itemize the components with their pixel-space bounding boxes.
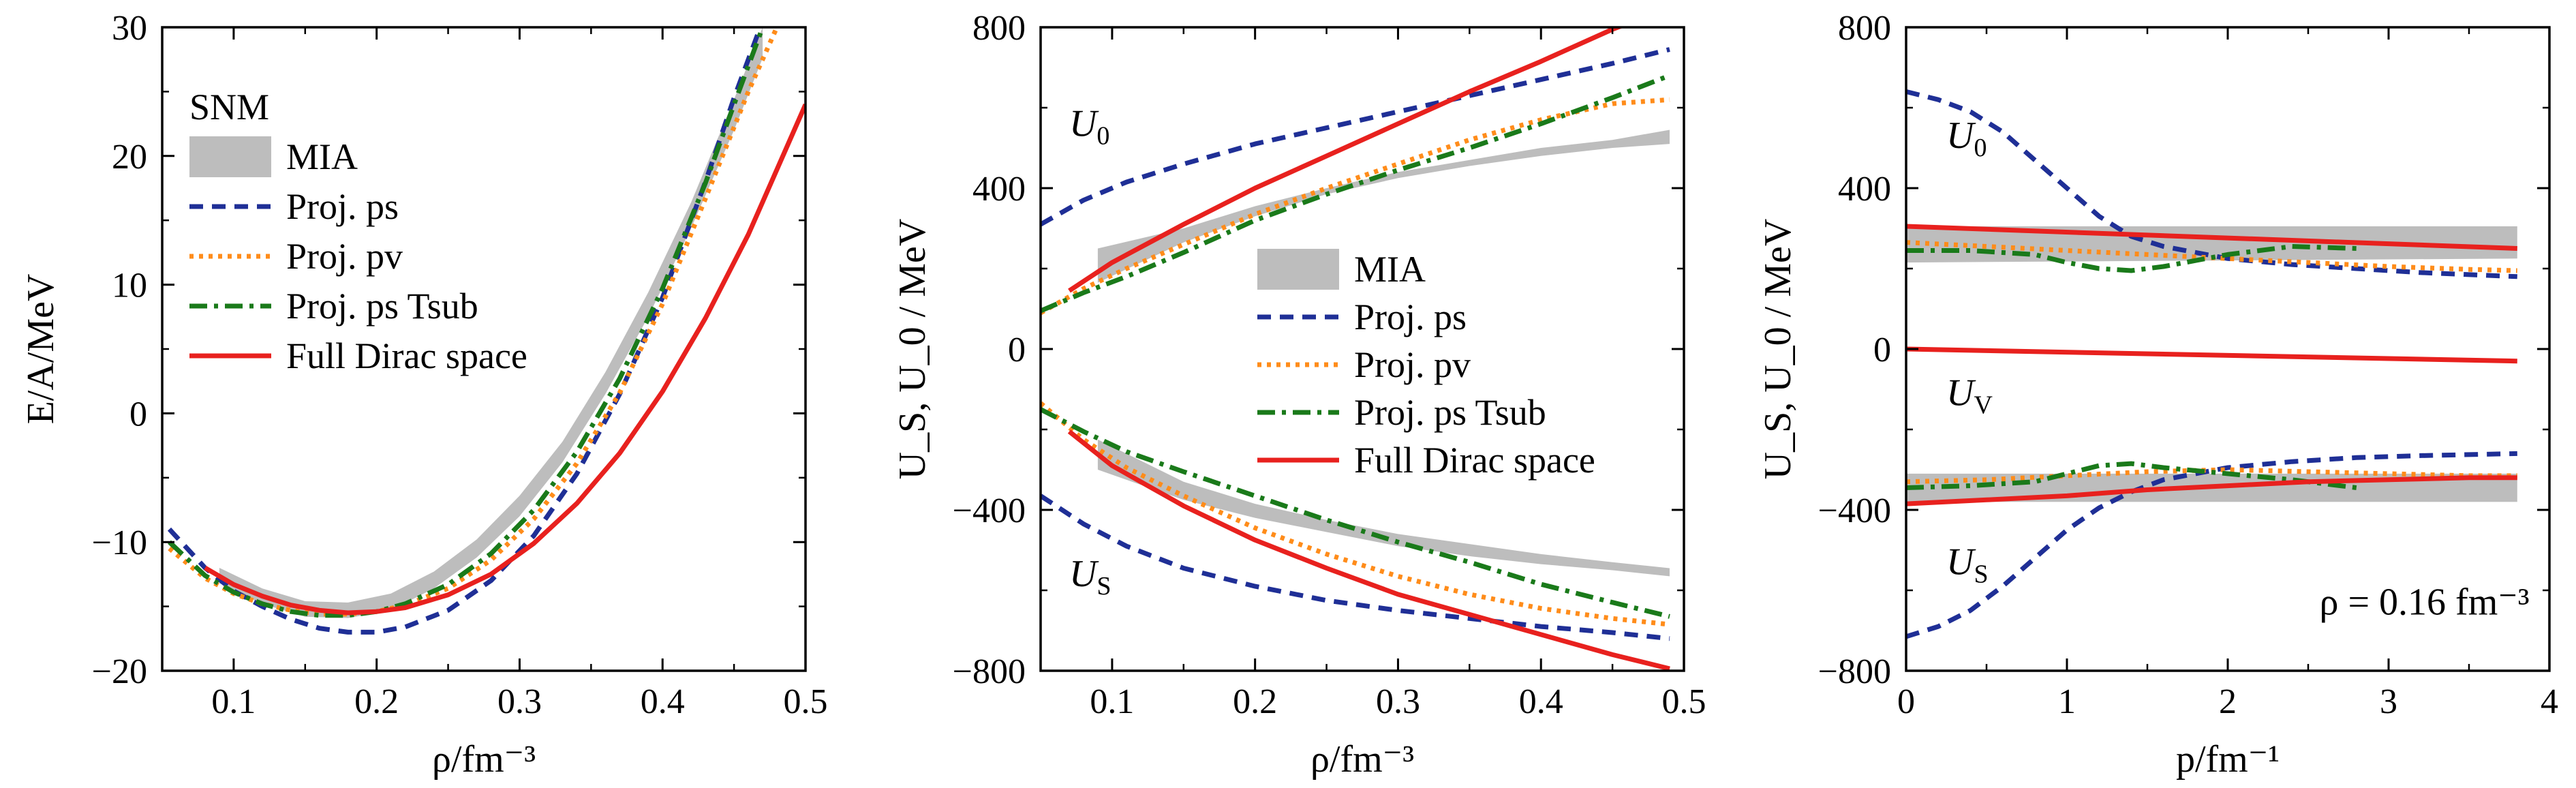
x-tick-label: 0 bbox=[1897, 682, 1915, 721]
plot-area bbox=[1041, 27, 1671, 671]
y-tick-label: −400 bbox=[1818, 491, 1891, 530]
series-proj-pv-line bbox=[1041, 401, 1670, 627]
y-tick-label: −10 bbox=[92, 524, 147, 562]
series-full-dirac-space-line bbox=[1068, 27, 1625, 293]
plot-area bbox=[167, 27, 806, 635]
y-tick-label: 800 bbox=[1838, 9, 1891, 48]
series-full-dirac-space-line bbox=[1906, 475, 2517, 506]
x-tick-label: 0.3 bbox=[497, 682, 542, 721]
panel-p2: 0.1 0.2 0.3 0.4 0.5 −800 −400 0 400 800 ρ/fm⁻³ U_S,… bbox=[891, 9, 1706, 781]
x-tick-label: 1 bbox=[2058, 682, 2076, 721]
legend-label: Proj. pv bbox=[286, 236, 403, 277]
legend-label: Proj. ps Tsub bbox=[1354, 392, 1546, 433]
series-full-dirac-space-line bbox=[1906, 224, 2517, 251]
annotation: US bbox=[1946, 541, 1989, 588]
y-tick-label: −20 bbox=[92, 652, 147, 691]
legend-label: MIA bbox=[286, 136, 358, 177]
series-proj-pv-line bbox=[1906, 467, 2517, 485]
series-full-dirac-space-line bbox=[1906, 346, 2517, 364]
legend: SNM MIA Proj. ps Proj. pv Proj. ps Tsub Full … bbox=[189, 87, 527, 376]
panel-p3: 0 1 2 3 4 −800 −400 0 400 800 p/fm⁻¹ U_S, U_0 / MeV… bbox=[1757, 9, 2558, 781]
y-tick-label: 30 bbox=[112, 9, 147, 48]
y-tick-label: −800 bbox=[1818, 652, 1891, 691]
legend-swatch-mia bbox=[1257, 249, 1339, 290]
x-tick-label: 0.5 bbox=[1662, 682, 1706, 721]
band-mia bbox=[1097, 439, 1670, 577]
annotation: ρ = 0.16 fm⁻³ bbox=[2320, 581, 2530, 623]
series-proj-pv-line bbox=[168, 27, 780, 617]
annotation: U0 bbox=[1069, 102, 1109, 150]
y-tick-label: 20 bbox=[112, 138, 147, 177]
x-tick-label: 0.2 bbox=[354, 682, 399, 721]
series-proj-ps-tsub-line bbox=[1041, 73, 1671, 314]
series-proj-ps-tsub-line bbox=[168, 27, 765, 618]
x-tick-label: 0.4 bbox=[641, 682, 685, 721]
y-tick-label: 400 bbox=[972, 170, 1026, 209]
x-tick-label: 3 bbox=[2380, 682, 2397, 721]
y-axis-label: U_S, U_0 / MeV bbox=[891, 219, 934, 480]
series-proj-pv-line bbox=[1906, 240, 2517, 273]
series-proj-ps-tsub-line bbox=[1041, 407, 1670, 619]
y-tick-label: −400 bbox=[953, 491, 1026, 530]
legend-label: Proj. ps Tsub bbox=[286, 286, 478, 327]
annotation: US bbox=[1069, 553, 1111, 601]
y-tick-label: 10 bbox=[112, 267, 147, 305]
y-tick-label: 400 bbox=[1838, 170, 1891, 209]
y-axis-label: U_S, U_0 / MeV bbox=[1757, 219, 1799, 480]
panel-p1: 0.1 0.2 0.3 0.4 0.5 −20 −10 0 10 20 30 ρ/fm⁻³ E/A/Me… bbox=[20, 9, 828, 781]
x-tick-label: 0.2 bbox=[1233, 682, 1277, 721]
x-tick-label: 2 bbox=[2219, 682, 2237, 721]
band-mia bbox=[1097, 130, 1670, 283]
legend-label: MIA bbox=[1354, 249, 1426, 290]
legend-title: SNM bbox=[189, 87, 269, 127]
x-tick-label: 4 bbox=[2541, 682, 2558, 721]
x-axis-label: ρ/fm⁻³ bbox=[1310, 738, 1414, 781]
y-tick-label: 0 bbox=[129, 395, 147, 434]
x-axis-label: ρ/fm⁻³ bbox=[432, 738, 536, 781]
series-full-dirac-space-line bbox=[204, 103, 806, 616]
x-axis-label: p/fm⁻¹ bbox=[2176, 738, 2280, 781]
y-tick-label: −800 bbox=[953, 652, 1026, 691]
band-mia bbox=[1906, 226, 2517, 263]
y-tick-label: 800 bbox=[972, 9, 1026, 48]
series-proj-ps-tsub-line bbox=[1906, 244, 2357, 273]
plot-area bbox=[1906, 89, 2517, 639]
y-tick-label: 0 bbox=[1873, 331, 1891, 369]
annotation: UV bbox=[1946, 372, 1993, 420]
y-tick-label: 0 bbox=[1008, 331, 1026, 369]
legend-label: Proj. pv bbox=[1354, 344, 1471, 385]
legend: MIA Proj. ps Proj. pv Proj. ps Tsub Full Dir… bbox=[1257, 249, 1595, 481]
x-tick-label: 0.1 bbox=[1090, 682, 1134, 721]
annotation: U0 bbox=[1946, 115, 1987, 162]
series-proj-ps-tsub-line bbox=[1906, 461, 2357, 490]
x-tick-label: 0.1 bbox=[211, 682, 256, 721]
x-tick-label: 0.4 bbox=[1519, 682, 1563, 721]
legend-label: Full Dirac space bbox=[1354, 440, 1595, 481]
series-proj-ps-line bbox=[1041, 47, 1670, 227]
legend-label: Proj. ps bbox=[1354, 297, 1467, 337]
x-tick-label: 0.5 bbox=[784, 682, 828, 721]
series-proj-ps-line bbox=[1041, 494, 1670, 641]
legend-label: Full Dirac space bbox=[286, 335, 527, 376]
x-tick-label: 0.3 bbox=[1376, 682, 1420, 721]
legend-label: Proj. ps bbox=[286, 186, 399, 227]
series-full-dirac-space-line bbox=[1067, 429, 1670, 671]
legend-swatch-mia bbox=[189, 136, 271, 177]
y-axis-label: E/A/MeV bbox=[20, 274, 62, 425]
